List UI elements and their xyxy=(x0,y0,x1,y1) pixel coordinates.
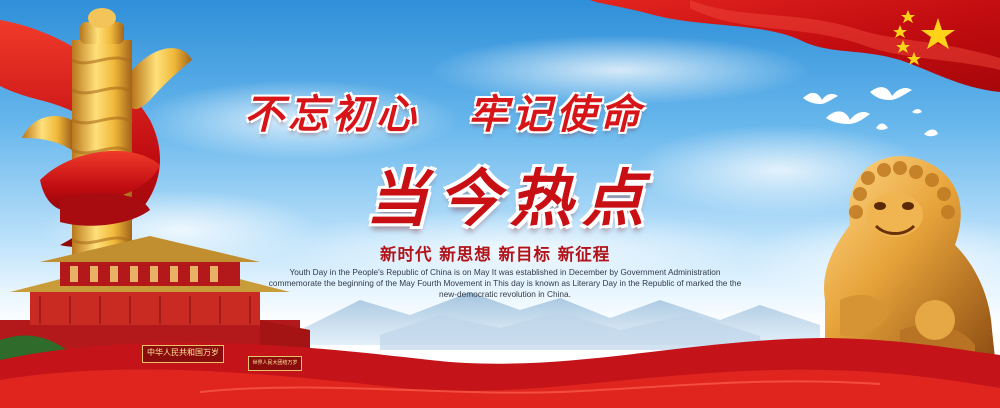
gate-plaque: 中华人民共和国万岁 xyxy=(142,345,224,363)
tagline: 新时代 新思想 新目标 新征程 xyxy=(380,245,611,264)
huabiao-column xyxy=(22,8,192,270)
bottom-ribbon-front xyxy=(0,369,1000,408)
gate-plaque-text: 中华人民共和国万岁 xyxy=(147,348,219,357)
intro-paragraph: Youth Day in the People's Republic of Ch… xyxy=(268,267,742,299)
doves xyxy=(803,87,938,137)
slogan: 不忘初心 牢记使命 xyxy=(244,82,764,138)
slogan-left: 不忘初心 xyxy=(244,91,420,138)
mountains xyxy=(300,292,820,350)
gate-plaque-right-text: 世界人民大团结万岁 xyxy=(252,360,298,366)
flag xyxy=(590,0,1000,92)
slogan-right: 牢记使命 xyxy=(468,91,644,138)
gate-plaque-right: 世界人民大团结万岁 xyxy=(248,356,302,371)
stone-lion xyxy=(824,156,995,358)
headline: 当今热点 xyxy=(365,162,654,235)
